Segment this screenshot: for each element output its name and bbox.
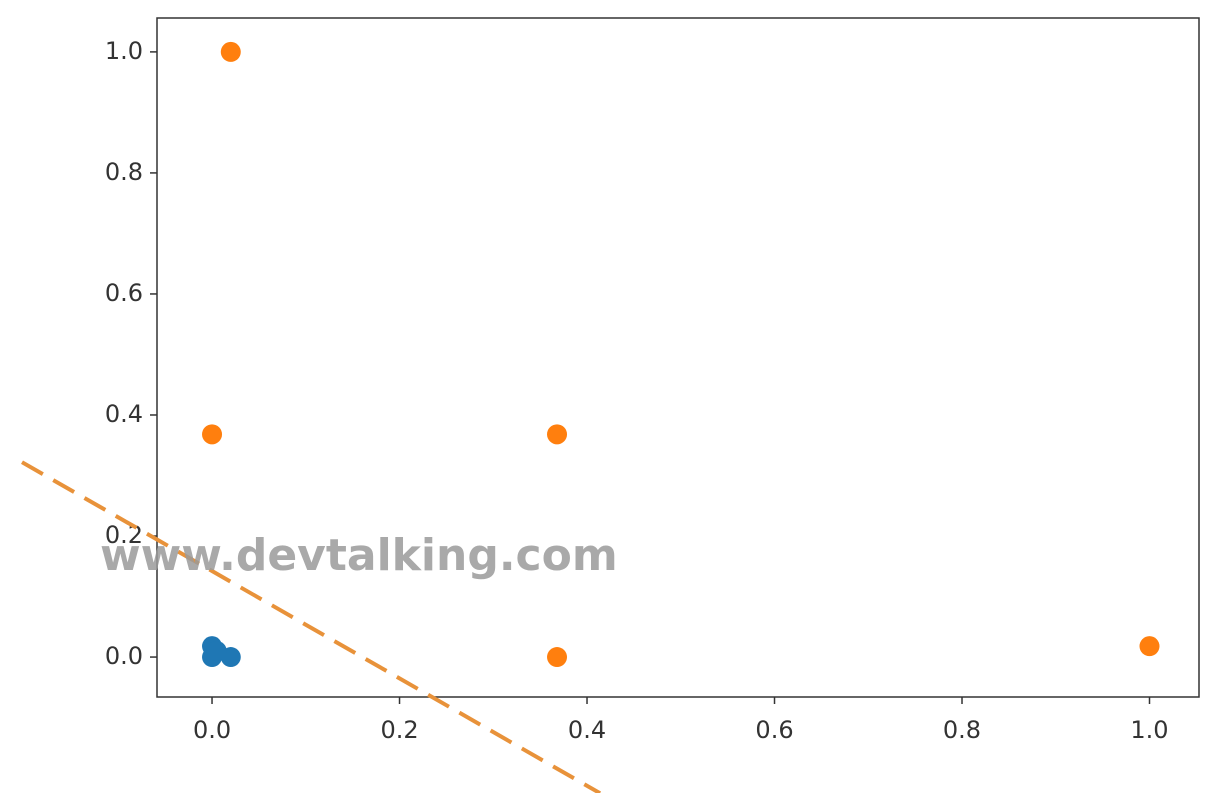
- x-tick-label: 0.0: [193, 716, 231, 744]
- scatter-point: [220, 41, 241, 62]
- y-tick-label: 0.0: [105, 642, 143, 670]
- y-tick-label: 0.6: [105, 279, 143, 307]
- y-tick-label: 1.0: [105, 37, 143, 65]
- scatter-point: [547, 647, 568, 668]
- x-tick-label: 0.6: [755, 716, 793, 744]
- boundary-line: [21, 460, 602, 793]
- x-tick-label: 0.8: [943, 716, 981, 744]
- scatter-point: [206, 641, 227, 662]
- y-tick-label: 0.8: [105, 158, 143, 186]
- scatter-point: [547, 424, 568, 445]
- scatter-point: [1139, 636, 1160, 657]
- x-tick-label: 0.2: [380, 716, 418, 744]
- plot-frame: [156, 17, 1200, 698]
- scatter-point: [202, 424, 223, 445]
- watermark: www.devtalking.com: [100, 530, 618, 581]
- x-tick-label: 0.4: [568, 716, 606, 744]
- y-tick-label: 0.4: [105, 400, 143, 428]
- x-tick-label: 1.0: [1130, 716, 1168, 744]
